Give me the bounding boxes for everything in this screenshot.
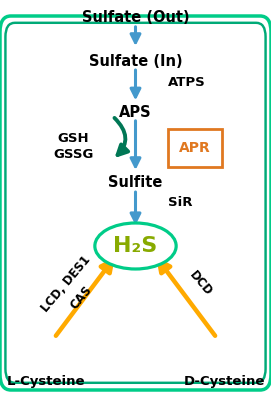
Text: Sulfate (In): Sulfate (In) — [89, 54, 182, 70]
Text: SiR: SiR — [168, 196, 192, 209]
Text: ATPS: ATPS — [168, 76, 206, 89]
Text: LCD, DES1: LCD, DES1 — [39, 253, 93, 315]
FancyBboxPatch shape — [168, 129, 222, 167]
Text: Sulfate (Out): Sulfate (Out) — [82, 10, 189, 26]
Text: L-Cysteine: L-Cysteine — [7, 376, 85, 388]
Text: H₂S: H₂S — [113, 236, 158, 256]
Text: GSH: GSH — [57, 132, 89, 144]
Text: GSSG: GSSG — [53, 148, 93, 161]
Text: Sulfite: Sulfite — [108, 175, 163, 190]
Text: DCD: DCD — [186, 269, 215, 299]
Ellipse shape — [95, 223, 176, 269]
Text: APS: APS — [119, 105, 152, 120]
Text: CAS: CAS — [67, 284, 94, 312]
Text: APR: APR — [179, 141, 211, 155]
Text: D-Cysteine: D-Cysteine — [184, 376, 266, 388]
FancyBboxPatch shape — [5, 23, 266, 383]
